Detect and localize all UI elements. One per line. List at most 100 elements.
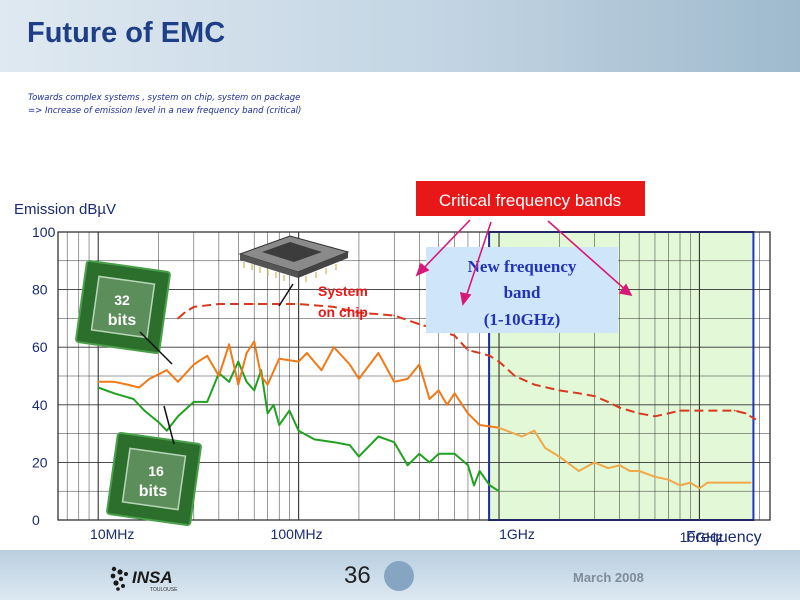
band-label-line-3: (1-10GHz) <box>484 310 560 329</box>
chip-32bit-pointer <box>139 331 173 365</box>
series-point-32bit-projected <box>679 484 681 487</box>
y-axis-label: Emission dBµV <box>14 201 116 218</box>
series-point-soc <box>488 354 491 357</box>
series-point-32bit <box>453 392 456 395</box>
y-tick-label: 40 <box>32 397 48 413</box>
chip-32bit-label-line-2: bits <box>108 312 137 329</box>
series-point-16bit <box>157 421 160 423</box>
series-point-32bit <box>478 424 481 426</box>
series-point-32bit-projected <box>533 429 536 432</box>
series-point-32bit-projected <box>577 470 580 472</box>
series-point-soc <box>467 349 469 351</box>
series-point-32bit <box>237 383 240 386</box>
y-tick-label: 20 <box>32 454 48 470</box>
subtitle-line-1: Towards complex systems , system on chip… <box>28 93 301 103</box>
series-point-16bit <box>253 389 256 392</box>
series-point-16bit <box>473 484 475 487</box>
slide-header <box>0 0 800 72</box>
series-point-16bit <box>245 380 248 383</box>
page-title: Future of EMC <box>27 17 226 49</box>
series-point-soc <box>714 409 717 412</box>
series-point-32bit-projected <box>521 435 523 438</box>
chip-16bit-pointer <box>163 405 175 445</box>
series-point-32bit <box>306 352 308 354</box>
series-point-32bit <box>266 383 269 386</box>
series-point-soc <box>607 401 609 403</box>
series-point-32bit <box>138 386 141 389</box>
series-point-32bit <box>206 354 209 357</box>
series-line-32bit <box>98 340 500 429</box>
series-point-32bit <box>358 378 360 380</box>
series-point-16bit <box>278 424 281 426</box>
band-label-box <box>426 247 618 333</box>
series-point-32bit-projected <box>607 467 609 470</box>
series-point-16bit <box>313 438 316 441</box>
chip-16bit-icon: 16 bits <box>106 431 202 527</box>
series-point-16bit <box>393 441 396 444</box>
x-tick-label: 100MHz <box>271 526 323 542</box>
series-point-32bit-projected <box>544 447 547 449</box>
series-point-32bit-projected <box>654 475 656 478</box>
arrow-middle-head <box>459 291 472 306</box>
series-point-16bit <box>113 392 115 395</box>
series-point-32bit <box>192 363 195 366</box>
series-point-32bit-projected <box>638 470 640 472</box>
series-point-16bit <box>266 412 269 415</box>
y-tick-label: 0 <box>32 512 40 528</box>
series-point-32bit <box>218 375 220 377</box>
series-point-16bit <box>437 452 440 455</box>
series-point-soc <box>679 409 681 412</box>
series-point-16bit <box>228 380 231 383</box>
chip-16bit-label-line-2: bits <box>139 483 168 500</box>
series-point-soc <box>654 415 656 418</box>
series-point-32bit-projected <box>733 481 736 484</box>
series-point-32bit <box>418 363 421 366</box>
series-point-32bit <box>253 340 256 343</box>
band-label-line-2: band <box>504 283 541 302</box>
arrow-middle <box>464 221 492 301</box>
emission-chart: 0 20 40 60 80 100 10MHz 100MHz 1GHz 10GHz Emissi… <box>14 181 771 546</box>
series-point-soc <box>453 334 456 337</box>
series-point-soc <box>733 409 736 412</box>
series-point-32bit <box>406 378 409 380</box>
series-point-32bit-projected <box>498 426 500 429</box>
series-point-16bit <box>467 464 469 467</box>
series-point-32bit <box>148 378 151 380</box>
series-point-16bit <box>237 360 240 363</box>
subtitle-line-2: => Increase of emission level in a new f… <box>28 106 302 116</box>
series-point-soc <box>218 303 220 305</box>
series-point-16bit <box>358 455 360 458</box>
series-point-16bit <box>97 386 100 389</box>
series-point-soc <box>558 389 561 392</box>
series-point-16bit <box>478 470 481 472</box>
series-point-soc <box>297 303 300 305</box>
series-point-soc <box>618 406 621 409</box>
series-point-16bit <box>453 452 456 455</box>
series-point-soc <box>577 392 580 395</box>
chip-16bit-label-line-1: 16 <box>148 463 164 479</box>
x-tick-label: 1GHz <box>499 526 535 542</box>
series-point-32bit <box>437 389 440 392</box>
arrow-right <box>547 220 629 293</box>
series-point-32bit <box>393 380 396 383</box>
series-point-32bit-projected <box>721 481 724 484</box>
critical-bands-callout <box>416 181 645 216</box>
series-point-16bit <box>272 403 275 406</box>
y-tick-label: 60 <box>32 339 48 355</box>
soc-package-icon <box>238 235 350 282</box>
y-tick-label: 100 <box>32 224 56 240</box>
series-point-soc <box>638 412 640 415</box>
series-point-soc <box>183 311 186 314</box>
series-point-16bit <box>333 441 335 444</box>
series-point-32bit-projected <box>698 487 701 490</box>
series-point-soc <box>744 412 747 415</box>
series-point-32bit <box>348 363 351 366</box>
series-point-32bit <box>467 412 469 415</box>
series-point-32bit-projected <box>749 481 752 484</box>
series-point-32bit <box>245 352 248 354</box>
logo-text: INSA <box>132 568 173 587</box>
logo-dots-icon <box>110 566 128 591</box>
series-point-soc <box>192 306 195 308</box>
series-point-soc <box>754 418 757 421</box>
series-point-soc <box>177 317 179 320</box>
